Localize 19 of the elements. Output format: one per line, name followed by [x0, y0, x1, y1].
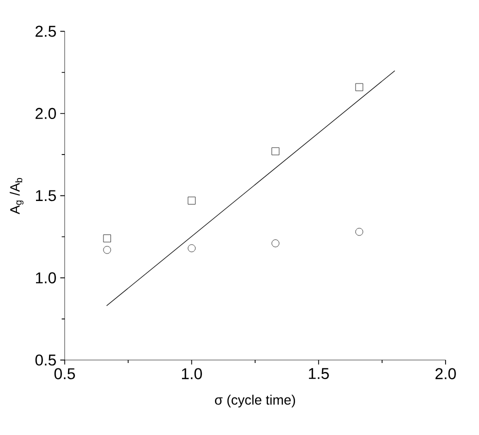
x-axis-title: σ (cycle time): [214, 394, 296, 408]
y-tick-label: 0.5: [35, 354, 56, 366]
y-tick-label: 2.0: [36, 108, 56, 119]
y-tick-label: 1.0: [36, 272, 56, 284]
x-tick-label: 1.5: [308, 368, 329, 379]
point: [188, 244, 196, 252]
x-tick-label: 0.5: [54, 368, 75, 380]
y-tick-label: 2.5: [36, 26, 56, 37]
point: [188, 196, 196, 204]
point: [103, 234, 111, 242]
x-tick-label: 1.0: [182, 368, 202, 380]
point: [103, 246, 111, 254]
y-axis-title: A$_{g}$ /A$_{b}$: [10, 178, 24, 214]
x-tick-label: 2.0: [436, 368, 456, 380]
point: [272, 239, 280, 248]
point: [272, 147, 280, 156]
point: [355, 83, 364, 91]
y-tick-label: 1.5: [36, 190, 56, 202]
point: [355, 228, 364, 236]
